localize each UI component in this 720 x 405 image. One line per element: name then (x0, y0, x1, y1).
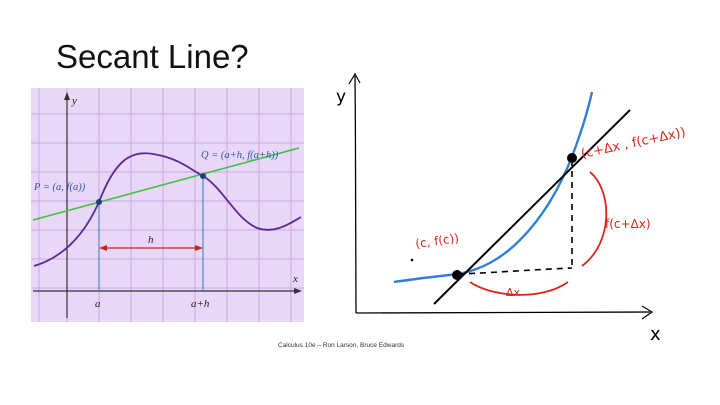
figure-x-label: x (292, 273, 298, 285)
slide-title: Secant Line? (56, 38, 249, 75)
figure-caption: Calculus 10e – Ron Larson, Bruce Edwards (278, 342, 405, 349)
sketch-x-label: x (650, 324, 661, 345)
figure-y-arrow (64, 92, 70, 100)
tick-a: a (95, 298, 101, 310)
sketch-y-axis (354, 75, 357, 314)
point-p-label: P = (a, f(a)) (33, 182, 86, 193)
sketch-x-axis (355, 311, 651, 314)
sketch-point-c-plus-dx (567, 153, 577, 163)
point-q-label: Q = (a+h, f(a+h)) (201, 150, 279, 161)
upper-point-label: (c+Δx , f(c+Δx)) (580, 125, 687, 162)
stray-dot (410, 258, 414, 262)
function-curve (33, 152, 302, 267)
figure-x-arrow (294, 288, 302, 294)
point-q (200, 173, 206, 179)
lower-point-label: (c, f(c)) (414, 231, 459, 251)
sketch-y-label: y (336, 87, 346, 107)
textbook-secant-figure: y x h P = (a, f(a)) Q = (a+h, f(a+h)) a … (31, 88, 304, 322)
rise-brace (581, 171, 608, 267)
figure-y-label: y (71, 95, 77, 107)
h-arrow-left-head (99, 245, 107, 251)
sketch-horizontal-dash (457, 267, 573, 275)
sketch-point-c (452, 270, 462, 280)
figure-background (31, 88, 304, 322)
sketch-curve (393, 91, 594, 284)
rise-label: f(c+Δx) (605, 217, 651, 231)
sketch-y-arrow (348, 72, 361, 85)
h-arrow-right-head (195, 245, 203, 251)
sketch-secant-line (433, 109, 631, 305)
point-p (96, 199, 102, 205)
run-brace (469, 281, 569, 296)
tick-a-plus-h: a+h (191, 298, 210, 310)
run-label: Δx (506, 286, 521, 299)
h-label: h (148, 234, 154, 246)
figure-grid (31, 88, 304, 322)
sketch-x-arrow (641, 305, 654, 320)
hand-sketch-figure: y x (c+Δx , f(c+Δx)) (c, f(c)) f(c+Δx) Δ… (336, 72, 687, 345)
secant-line (32, 147, 300, 221)
